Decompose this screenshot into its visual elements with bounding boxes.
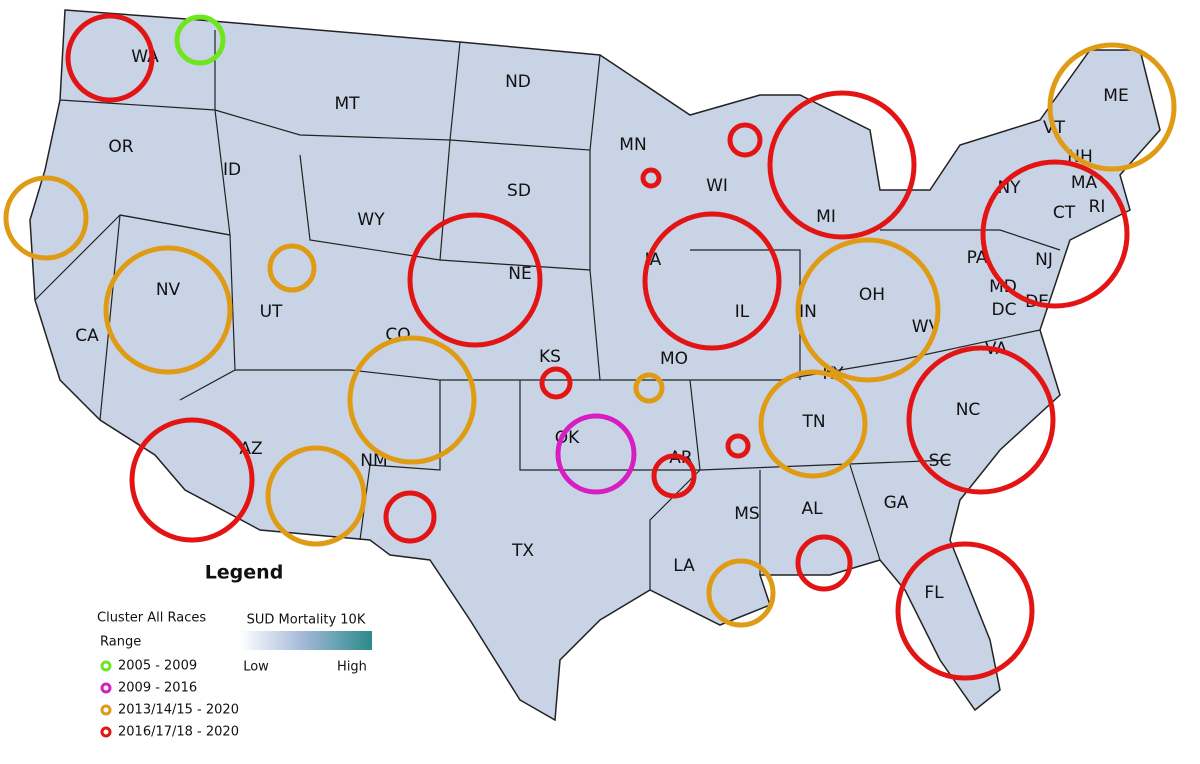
cluster-circle: [767, 90, 917, 240]
state-label: WY: [357, 210, 385, 230]
state-borders: [34, 30, 1061, 590]
gradient-low: Low: [243, 660, 269, 675]
state-label: SC: [929, 451, 952, 471]
state-label: ID: [223, 160, 241, 180]
state-label: MN: [619, 135, 646, 155]
state-label: SD: [507, 181, 531, 201]
clusters: [3, 13, 1177, 681]
state-label: CT: [1053, 203, 1076, 223]
legend-label: 2005 - 2009: [118, 659, 197, 674]
cluster-circle: [103, 245, 233, 375]
state-label: PA: [967, 248, 988, 268]
cluster-circle: [267, 243, 317, 293]
legend-swatch: [100, 660, 112, 672]
cluster-circle: [174, 14, 226, 66]
state-label: WI: [706, 176, 728, 196]
cluster-circle: [1047, 42, 1177, 172]
legend-items: 2005 - 2009 2009 - 2016 2013/14/15 - 2020 2…: [100, 659, 239, 740]
us-outline: [29, 9, 1161, 722]
cluster-circle: [725, 433, 751, 459]
cluster-circle: [906, 345, 1056, 495]
state-label: TX: [511, 541, 534, 561]
state-label: MT: [334, 94, 360, 114]
state-label: GA: [884, 493, 909, 513]
state-label: OH: [859, 285, 885, 305]
state-label: MA: [1071, 173, 1098, 193]
cluster-circle: [383, 490, 437, 544]
state-label: CA: [75, 326, 99, 346]
cluster-circle: [3, 175, 89, 261]
cluster-circle: [651, 453, 697, 499]
cluster-circle: [642, 211, 782, 351]
legend-swatch: [100, 704, 112, 716]
gradient-bar: [240, 631, 372, 650]
cluster-circle: [795, 534, 853, 592]
cluster-circle: [407, 212, 543, 348]
legend-label: 2009 - 2016: [118, 681, 197, 696]
range-label: Range: [100, 635, 141, 650]
legend-title: Legend: [205, 562, 284, 584]
state-label: NC: [956, 400, 981, 420]
state-label: DC: [992, 300, 1017, 320]
cluster-circle: [727, 122, 763, 158]
cluster-circle: [555, 413, 637, 495]
state-label: UT: [260, 302, 283, 322]
cluster-circle: [895, 541, 1035, 681]
state-label: WA: [131, 47, 159, 67]
state-label: LA: [673, 556, 695, 576]
state-label: NE: [508, 264, 531, 284]
cluster-circle: [539, 366, 573, 400]
cluster-circle: [265, 445, 367, 547]
cluster-circle: [980, 159, 1130, 309]
state-label: ME: [1103, 86, 1128, 106]
legend-swatch: [100, 726, 112, 738]
state-label: IL: [735, 302, 750, 322]
state-label: MS: [734, 504, 759, 524]
legend-label: 2016/17/18 - 2020: [118, 725, 239, 740]
legend-label: 2013/14/15 - 2020: [118, 703, 239, 718]
state-label: MO: [660, 349, 688, 369]
cluster-circle: [347, 335, 477, 465]
state-label: MI: [816, 207, 836, 227]
state-label: AL: [801, 499, 823, 519]
state-label: NJ: [1035, 250, 1053, 270]
cluster-circle: [758, 369, 868, 479]
gradient-high: High: [337, 660, 367, 675]
state-label: FL: [924, 583, 944, 603]
legend-swatch: [100, 682, 112, 694]
state-label: TN: [801, 412, 825, 432]
state-label: NV: [156, 280, 181, 300]
cluster-circle: [633, 372, 665, 404]
state-label: IN: [799, 302, 817, 322]
state-label: KS: [539, 347, 561, 367]
cluster-circle: [706, 558, 776, 628]
cluster-circle: [129, 417, 255, 543]
state-label: ND: [505, 72, 531, 92]
cluster-title: Cluster All Races: [97, 611, 206, 626]
cluster-circle: [65, 13, 155, 103]
cluster-circle: [795, 237, 941, 383]
state-label: RI: [1089, 197, 1106, 217]
cluster-circle: [640, 167, 662, 189]
state-label: OR: [108, 137, 133, 157]
gradient-title: SUD Mortality 10K: [247, 613, 366, 628]
